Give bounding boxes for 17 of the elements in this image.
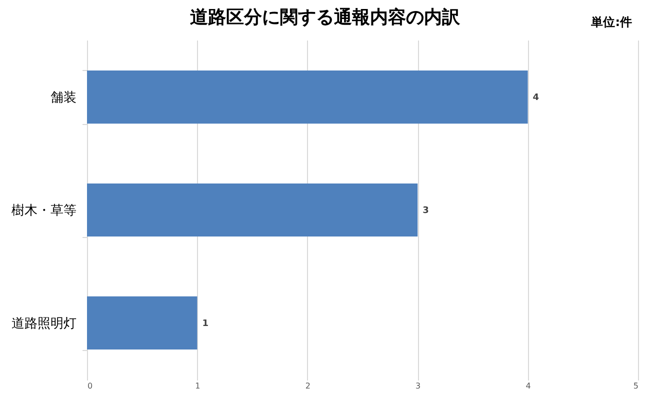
data-label: 4	[532, 93, 540, 104]
bar	[87, 296, 198, 350]
x-tick-label: 4	[526, 382, 531, 390]
y-tick-label: 道路照明灯	[12, 316, 76, 332]
x-tick-label: 0	[88, 382, 93, 390]
bar	[87, 70, 528, 124]
data-label: 1	[202, 318, 208, 329]
y-tick-label: 舗装	[50, 90, 76, 106]
chart-title: 道路区分に関する通報内容の内訳	[190, 7, 461, 28]
data-label: 3	[422, 206, 429, 216]
y-tick-label: 樹木・草等	[12, 204, 76, 218]
x-tick-label: 1	[195, 382, 200, 390]
x-tick-label: 5	[633, 382, 638, 390]
bar	[87, 183, 418, 237]
x-tick-label: 2	[305, 382, 310, 390]
text: 単位:件	[590, 15, 632, 29]
x-tick-label: 3	[416, 382, 421, 390]
